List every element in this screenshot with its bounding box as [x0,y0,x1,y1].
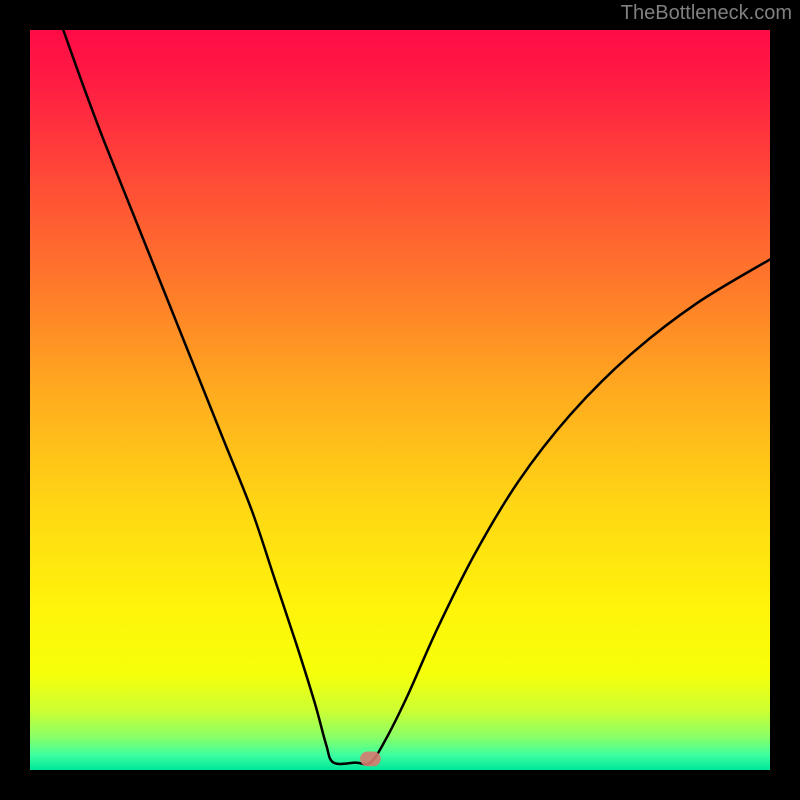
chart-container: TheBottleneck.com [0,0,800,800]
optimal-point-marker [360,752,381,767]
watermark-label: TheBottleneck.com [621,2,792,25]
plot-background [30,30,770,770]
bottleneck-chart [0,0,800,800]
